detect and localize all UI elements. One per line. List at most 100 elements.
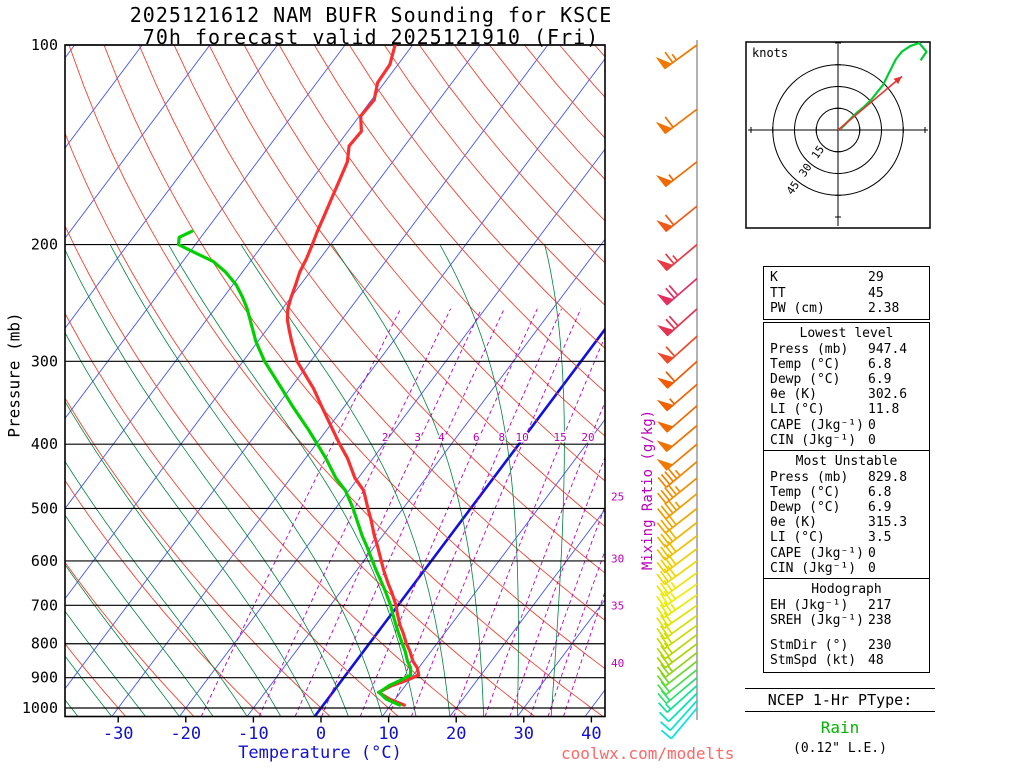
- stat-label: Dewp (°C): [770, 372, 841, 388]
- ptype-detail: (0.12" L.E.): [793, 741, 887, 756]
- ptype-panel: NCEP 1-Hr PType: Rain (0.12" L.E.): [745, 686, 935, 756]
- svg-text:15: 15: [554, 431, 567, 444]
- svg-text:20: 20: [446, 724, 466, 744]
- stat-row: PW (cm) 2.38: [770, 301, 923, 316]
- stat-label: K: [770, 270, 778, 286]
- svg-text:25: 25: [611, 491, 624, 504]
- svg-text:0: 0: [316, 724, 326, 744]
- svg-text:30: 30: [611, 553, 624, 566]
- stat-row: θe (K) 315.3: [770, 515, 923, 530]
- stat-value: 6.9: [868, 372, 892, 388]
- stat-label: StmDir (°): [770, 638, 849, 654]
- stat-section-header: Most Unstable: [795, 454, 898, 470]
- svg-text:10: 10: [516, 431, 529, 444]
- svg-text:20: 20: [581, 431, 594, 444]
- svg-text:-20: -20: [170, 724, 201, 744]
- svg-text:15: 15: [809, 143, 827, 161]
- stat-value: 11.8: [868, 402, 900, 418]
- watermark: coolwx.com/modelts: [561, 744, 735, 763]
- stat-label: θe (K): [770, 387, 817, 403]
- svg-text:30: 30: [514, 724, 534, 744]
- stat-value: 0: [868, 417, 876, 433]
- stats-box: Lowest level Press (mb) 947.4 Temp (°C) 6.8 D…: [763, 322, 930, 453]
- stat-value: 6.9: [868, 500, 892, 516]
- stat-label: θe (K): [770, 515, 817, 531]
- stat-row: CAPE (Jkg⁻¹) 0: [770, 418, 923, 433]
- stat-value: 230: [868, 638, 892, 654]
- wind-barb-column: [655, 40, 698, 740]
- svg-text:2: 2: [382, 431, 389, 444]
- svg-text:400: 400: [31, 435, 58, 453]
- stat-label: Press (mb): [770, 341, 849, 357]
- stat-row: StmSpd (kt) 48: [770, 653, 923, 668]
- stat-label: SREH (Jkg⁻¹): [770, 612, 864, 628]
- stat-value: 238: [868, 612, 892, 628]
- dewpoint-trace: [176, 229, 413, 707]
- stats-box: K 29 TT 45 PW (cm) 2.38: [763, 266, 930, 321]
- stat-value: 2.38: [868, 300, 900, 316]
- stat-row: Temp (°C) 6.8: [770, 485, 923, 500]
- ptype-heading: NCEP 1-Hr PType:: [767, 691, 913, 709]
- stat-section-header: Lowest level: [799, 326, 894, 342]
- stat-value: 0: [868, 432, 876, 448]
- stat-row: EH (Jkg⁻¹) 217: [770, 598, 923, 613]
- stat-label: CIN (Jkg⁻¹): [770, 432, 857, 448]
- stat-row: Dewp (°C) 6.9: [770, 500, 923, 515]
- temperature-trace: [285, 45, 421, 707]
- ptype-value: Rain: [820, 718, 860, 737]
- stat-label: Press (mb): [770, 469, 849, 485]
- stat-row: SREH (Jkg⁻¹) 238: [770, 613, 923, 628]
- stats-box: Hodograph EH (Jkg⁻¹) 217 SREH (Jkg⁻¹) 238 Stm…: [763, 578, 930, 673]
- mixing-ratio-axis-label: Mixing Ratio (g/kg): [640, 409, 656, 571]
- stat-value: 947.4: [868, 341, 908, 357]
- svg-text:900: 900: [31, 669, 58, 687]
- stat-row: Press (mb) 947.4: [770, 342, 923, 357]
- svg-text:800: 800: [31, 635, 58, 653]
- stat-value: 315.3: [868, 515, 908, 531]
- svg-text:300: 300: [31, 352, 58, 370]
- stat-label: Dewp (°C): [770, 500, 841, 516]
- stats-box: Most Unstable Press (mb) 829.8 Temp (°C) 6.8…: [763, 450, 930, 581]
- ptype-rule-top: [745, 688, 935, 689]
- svg-text:45: 45: [784, 179, 802, 197]
- stat-row: TT 45: [770, 286, 923, 301]
- stat-value: 0: [868, 560, 876, 576]
- stat-row: CIN (Jkg⁻¹) 0: [770, 561, 923, 576]
- temperature-axis-label: Temperature (°C): [238, 743, 402, 763]
- stat-label: LI (°C): [770, 402, 825, 418]
- stat-row: CAPE (Jkg⁻¹) 0: [770, 546, 923, 561]
- stat-row: LI (°C) 3.5: [770, 530, 923, 545]
- svg-text:knots: knots: [752, 46, 788, 60]
- stat-label: TT: [770, 285, 786, 301]
- svg-text:100: 100: [31, 36, 58, 54]
- svg-text:500: 500: [31, 499, 58, 517]
- stat-row: CIN (Jkg⁻¹) 0: [770, 433, 923, 448]
- svg-text:700: 700: [31, 596, 58, 614]
- stat-section-header: Hodograph: [811, 582, 882, 598]
- svg-text:-10: -10: [238, 724, 269, 744]
- svg-text:-30: -30: [103, 724, 134, 744]
- stat-label: CAPE (Jkg⁻¹): [770, 417, 864, 433]
- stat-value: 29: [868, 270, 884, 286]
- svg-text:10: 10: [378, 724, 398, 744]
- svg-text:6: 6: [473, 431, 480, 444]
- storm-motion-arrow: [837, 75, 903, 131]
- page-subtitle: 70h forecast valid 2025121910 (Fri): [142, 25, 600, 49]
- svg-text:40: 40: [581, 724, 601, 744]
- page-title: 2025121612 NAM BUFR Sounding for KSCE: [129, 3, 613, 27]
- stat-value: 6.8: [868, 356, 892, 372]
- stat-label: EH (Jkg⁻¹): [770, 597, 849, 613]
- svg-text:40: 40: [611, 657, 624, 670]
- svg-text:35: 35: [611, 599, 624, 612]
- stat-label: Temp (°C): [770, 356, 841, 372]
- stat-row: Dewp (°C) 6.9: [770, 372, 923, 387]
- stat-label: LI (°C): [770, 530, 825, 546]
- svg-text:3: 3: [414, 431, 421, 444]
- stat-value: 0: [868, 545, 876, 561]
- stat-value: 45: [868, 285, 884, 301]
- stat-label: CIN (Jkg⁻¹): [770, 560, 857, 576]
- stat-row: θe (K) 302.6: [770, 387, 923, 402]
- stat-label: StmSpd (kt): [770, 653, 857, 669]
